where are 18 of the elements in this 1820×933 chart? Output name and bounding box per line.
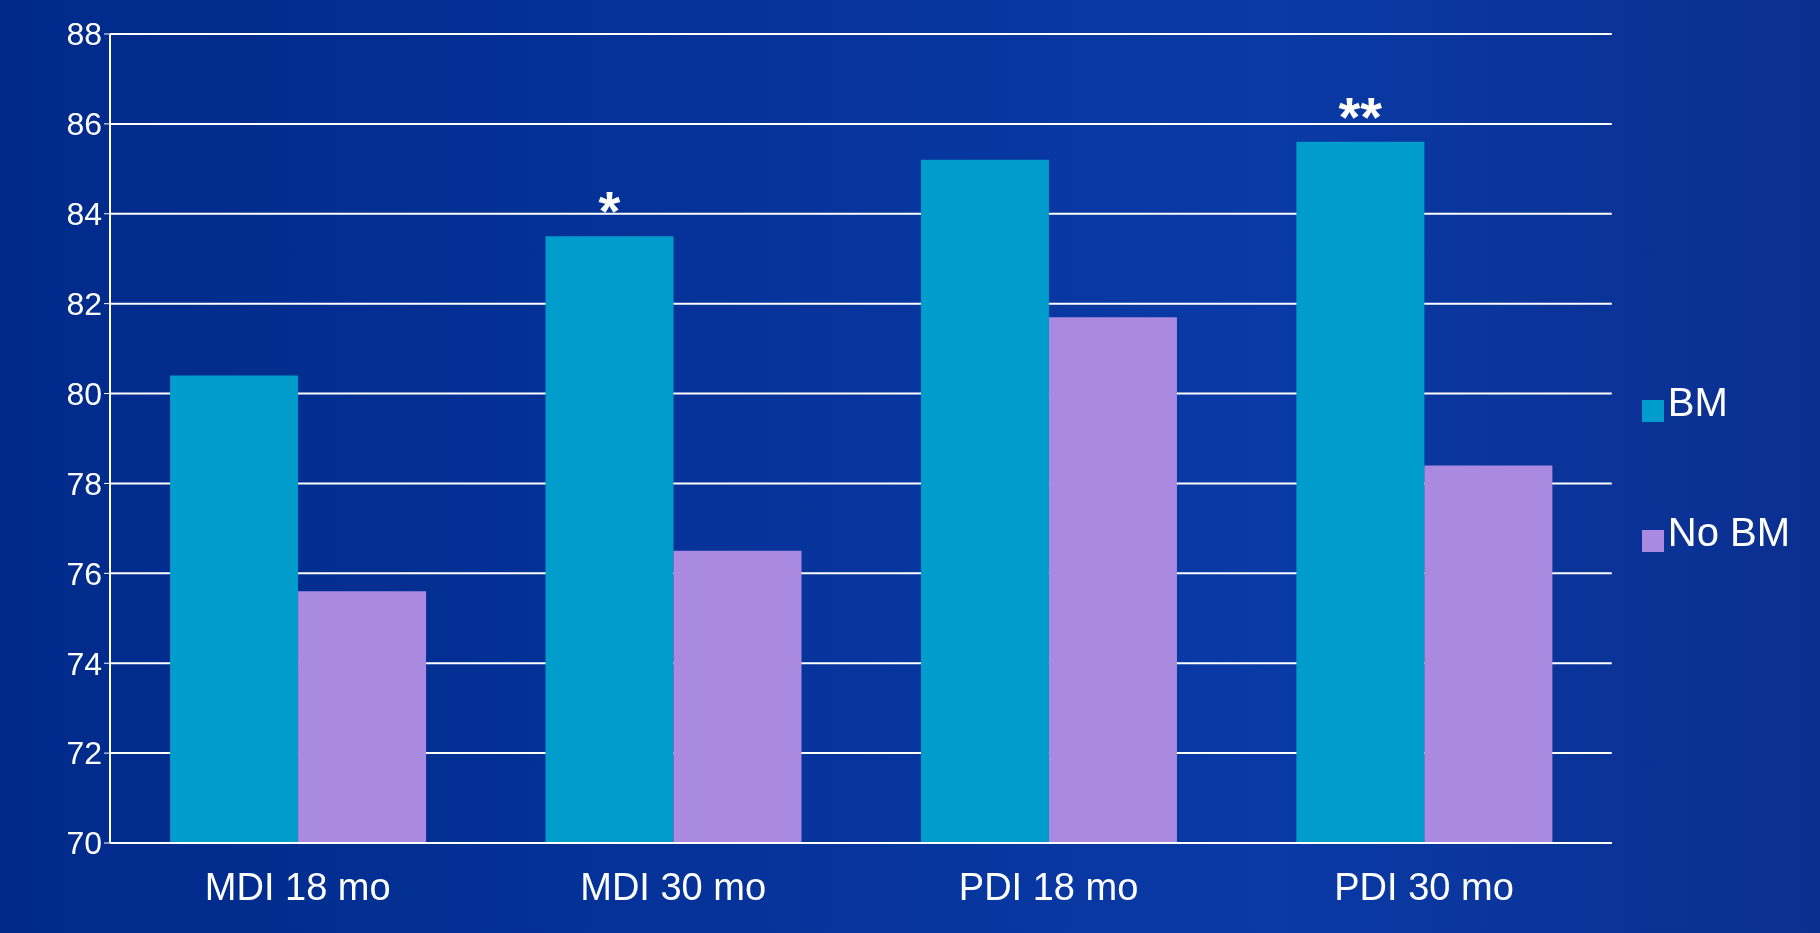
- y-tick-label: 82: [66, 286, 102, 323]
- y-tick-label: 72: [66, 735, 102, 772]
- y-tick-label: 76: [66, 555, 102, 592]
- x-tick-label: PDI 30 mo: [1334, 865, 1514, 908]
- y-tick-label: 84: [66, 196, 102, 233]
- y-tick-label: 86: [66, 106, 102, 143]
- legend-label: No BM: [1667, 509, 1790, 554]
- x-tick-label: MDI 30 mo: [580, 865, 767, 908]
- x-tick-label: PDI 18 mo: [958, 865, 1139, 908]
- legend-label: BM: [1667, 379, 1728, 424]
- y-tick-label: 70: [66, 825, 102, 862]
- y-tick-label: 88: [66, 16, 102, 53]
- y-tick-label: 80: [66, 375, 102, 412]
- annotation: *: [598, 179, 621, 243]
- y-tick-label: 78: [66, 465, 102, 502]
- annotation: **: [1338, 84, 1383, 148]
- x-tick-label: MDI 18 mo: [204, 865, 391, 908]
- y-tick-label: 74: [66, 645, 102, 682]
